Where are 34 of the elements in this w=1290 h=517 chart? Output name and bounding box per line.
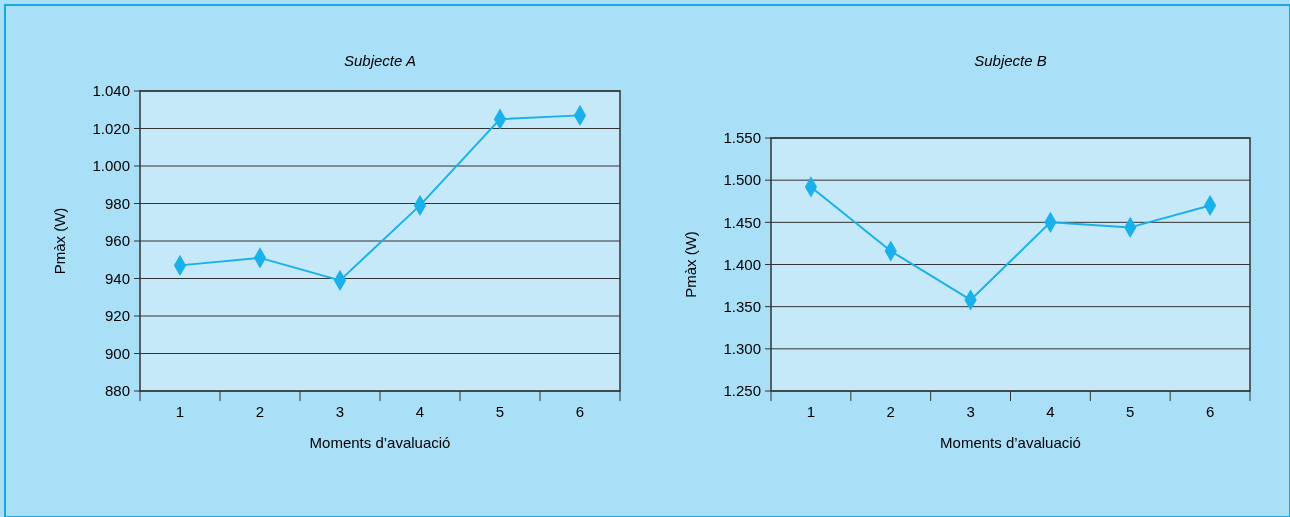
y-tick-label: 1.450 bbox=[723, 213, 761, 231]
x-tick-label: 5 bbox=[495, 403, 505, 420]
x-tick-label: 2 bbox=[886, 403, 895, 420]
y-tick-label: 1.550 bbox=[723, 129, 761, 147]
y-tick-label: 1.020 bbox=[92, 119, 130, 137]
y-axis-title: Pmàx (W) bbox=[51, 207, 68, 275]
y-tick-label: 1.250 bbox=[723, 382, 761, 400]
x-tick-label: 3 bbox=[966, 403, 975, 420]
y-tick-label: 960 bbox=[104, 232, 130, 250]
x-tick-label: 2 bbox=[255, 403, 265, 420]
chart-title: Subjecte B bbox=[974, 52, 1047, 69]
y-tick-label: 900 bbox=[104, 344, 130, 362]
y-tick-label: 880 bbox=[104, 382, 130, 400]
y-tick-label: 1.300 bbox=[723, 340, 761, 358]
x-tick-label: 1 bbox=[175, 403, 185, 420]
y-tick-label: 1.350 bbox=[723, 297, 761, 315]
x-tick-label: 4 bbox=[415, 403, 425, 420]
x-axis-title: Moments d’avaluació bbox=[309, 434, 451, 451]
x-tick-label: 6 bbox=[1205, 403, 1215, 420]
y-tick-label: 940 bbox=[104, 269, 130, 287]
x-tick-label: 3 bbox=[335, 403, 345, 420]
x-axis-title: Moments d’avaluació bbox=[940, 434, 1081, 451]
y-tick-label: 1.040 bbox=[92, 82, 130, 100]
y-axis-title: Pmàx (W) bbox=[682, 231, 699, 298]
x-tick-label: 6 bbox=[575, 403, 585, 420]
x-tick-label: 5 bbox=[1126, 403, 1135, 420]
y-tick-label: 980 bbox=[104, 194, 130, 212]
chart-title: Subjecte A bbox=[344, 52, 416, 69]
x-tick-label: 1 bbox=[806, 403, 816, 420]
y-tick-label: 1.400 bbox=[723, 255, 761, 273]
y-tick-label: 1.500 bbox=[723, 171, 761, 189]
y-tick-label: 920 bbox=[104, 307, 130, 325]
y-tick-label: 1.000 bbox=[92, 157, 130, 175]
x-tick-label: 4 bbox=[1046, 403, 1055, 420]
